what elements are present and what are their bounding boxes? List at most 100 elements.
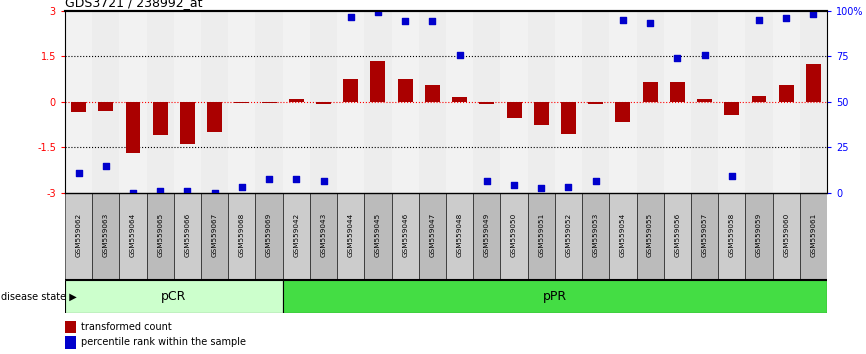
- Bar: [201, 193, 229, 280]
- Point: [725, 173, 739, 179]
- Text: GSM559060: GSM559060: [783, 212, 789, 257]
- Bar: [527, 11, 555, 193]
- Bar: [533, 102, 549, 125]
- Point: [698, 52, 712, 57]
- Point: [534, 185, 548, 191]
- Bar: [65, 193, 92, 280]
- Bar: [391, 11, 419, 193]
- Bar: [174, 11, 201, 193]
- Point: [126, 190, 140, 196]
- Bar: [98, 102, 113, 111]
- Bar: [663, 11, 691, 193]
- Text: GSM559061: GSM559061: [811, 212, 817, 257]
- Bar: [663, 193, 691, 280]
- Bar: [255, 11, 282, 193]
- Bar: [65, 11, 92, 193]
- Bar: [479, 102, 494, 104]
- Text: GSM559062: GSM559062: [75, 212, 81, 257]
- Bar: [718, 193, 746, 280]
- Bar: [337, 193, 365, 280]
- Bar: [365, 193, 391, 280]
- Bar: [555, 11, 582, 193]
- Bar: [337, 11, 365, 193]
- Bar: [582, 11, 610, 193]
- Point: [398, 18, 412, 24]
- Bar: [282, 193, 310, 280]
- Bar: [310, 193, 337, 280]
- Bar: [397, 79, 412, 102]
- Bar: [501, 193, 527, 280]
- Bar: [288, 99, 304, 102]
- Point: [561, 184, 575, 190]
- Bar: [316, 102, 331, 104]
- Text: GSM559048: GSM559048: [456, 212, 462, 257]
- Bar: [800, 11, 827, 193]
- Text: disease state ▶: disease state ▶: [1, 291, 76, 302]
- Point: [344, 14, 358, 19]
- Point: [507, 183, 521, 188]
- Text: GDS3721 / 238992_at: GDS3721 / 238992_at: [65, 0, 203, 10]
- Point: [99, 163, 113, 169]
- Text: GSM559052: GSM559052: [565, 212, 572, 257]
- Bar: [697, 99, 712, 102]
- Bar: [446, 193, 473, 280]
- Text: GSM559058: GSM559058: [729, 212, 734, 257]
- Point: [480, 178, 494, 184]
- Point: [262, 176, 276, 182]
- Text: GSM559055: GSM559055: [647, 212, 653, 257]
- Bar: [501, 11, 527, 193]
- Point: [589, 178, 603, 184]
- Text: pCR: pCR: [161, 290, 186, 303]
- Text: GSM559051: GSM559051: [539, 212, 544, 257]
- Bar: [174, 193, 201, 280]
- Bar: [610, 193, 637, 280]
- Point: [670, 55, 684, 61]
- Bar: [473, 193, 501, 280]
- Bar: [343, 79, 359, 102]
- Point: [779, 15, 793, 21]
- Text: GSM559044: GSM559044: [348, 212, 353, 257]
- Point: [153, 189, 167, 194]
- Text: GSM559059: GSM559059: [756, 212, 762, 257]
- Bar: [126, 102, 140, 153]
- Bar: [691, 11, 718, 193]
- Point: [453, 52, 467, 57]
- Bar: [120, 11, 146, 193]
- Text: GSM559049: GSM559049: [484, 212, 490, 257]
- Point: [425, 18, 439, 24]
- Point: [72, 170, 86, 176]
- Text: GSM559064: GSM559064: [130, 212, 136, 257]
- Bar: [724, 102, 740, 115]
- Bar: [71, 102, 86, 113]
- Bar: [146, 193, 174, 280]
- Bar: [120, 193, 146, 280]
- Bar: [92, 11, 120, 193]
- Bar: [152, 102, 168, 135]
- Bar: [419, 11, 446, 193]
- Point: [752, 17, 766, 23]
- Bar: [691, 193, 718, 280]
- Bar: [527, 193, 555, 280]
- Text: GSM559065: GSM559065: [158, 212, 163, 257]
- Text: GSM559045: GSM559045: [375, 212, 381, 257]
- Point: [806, 11, 820, 17]
- Bar: [637, 193, 663, 280]
- Bar: [92, 193, 120, 280]
- Bar: [282, 11, 310, 193]
- Bar: [65, 336, 76, 349]
- Bar: [180, 102, 195, 144]
- Bar: [643, 82, 657, 102]
- Text: GSM559053: GSM559053: [592, 212, 598, 257]
- Text: GSM559054: GSM559054: [620, 212, 626, 257]
- Text: GSM559043: GSM559043: [320, 212, 326, 257]
- Bar: [201, 11, 229, 193]
- Bar: [746, 11, 772, 193]
- Text: GSM559068: GSM559068: [239, 212, 245, 257]
- Bar: [452, 97, 467, 102]
- Text: GSM559057: GSM559057: [701, 212, 708, 257]
- Bar: [146, 11, 174, 193]
- Bar: [582, 193, 610, 280]
- Bar: [229, 11, 255, 193]
- Bar: [779, 85, 793, 102]
- Text: GSM559069: GSM559069: [266, 212, 272, 257]
